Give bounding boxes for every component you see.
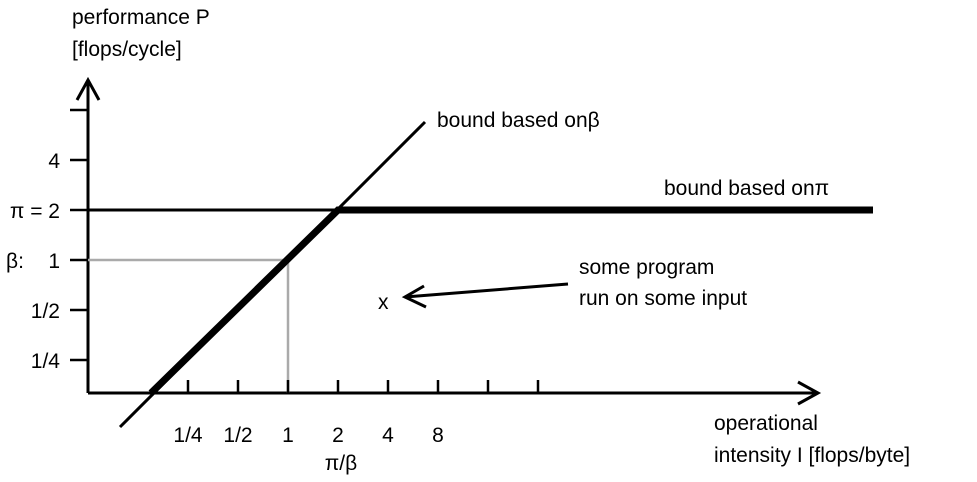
- roofline-attainable: [148, 206, 873, 396]
- y-tick-label: 1/4: [31, 350, 61, 373]
- x-tick-label: 1/2: [223, 424, 252, 447]
- y-axis-arrowhead: [75, 76, 101, 101]
- y-tick-label: 1/2: [31, 300, 60, 323]
- x-tick-label: 2: [332, 424, 344, 447]
- x-tick-label: 1/4: [173, 424, 203, 447]
- program-label-line2: run on some input: [579, 287, 747, 310]
- x-axis-title-line1: operational: [714, 412, 818, 435]
- x-tick-label: 8: [432, 424, 444, 447]
- program-annotation-arrow: [404, 282, 569, 299]
- y-axis-title-line2: [flops/cycle]: [72, 38, 182, 61]
- y-tick-label: 4: [48, 150, 60, 173]
- x-axis-arrowhead: [797, 380, 822, 406]
- program-label-line1: some program: [579, 256, 714, 279]
- y-prefix-beta-label: β:: [6, 250, 24, 273]
- x-tick-label-pi-over-beta: π/β: [325, 452, 357, 475]
- program-annotation-arrowhead: [401, 284, 427, 309]
- y-ticks: 1/4 1/2 1 π = 2 4: [10, 108, 88, 373]
- x-axis-title-line2: intensity I [flops/byte]: [714, 444, 910, 467]
- pi-bound-label: bound based onπ: [664, 177, 829, 200]
- y-tick-label: 1: [48, 250, 60, 273]
- x-tick-label: 4: [382, 424, 394, 447]
- y-tick-label: π = 2: [10, 200, 60, 223]
- x-tick-label: 1: [282, 424, 294, 447]
- program-point-marker: x: [378, 291, 389, 314]
- y-axis-title-line1: performance P: [72, 6, 210, 29]
- x-ticks: 1/4 1/2 1 2 4 8: [173, 380, 540, 447]
- beta-bound-label: bound based onβ: [437, 109, 600, 132]
